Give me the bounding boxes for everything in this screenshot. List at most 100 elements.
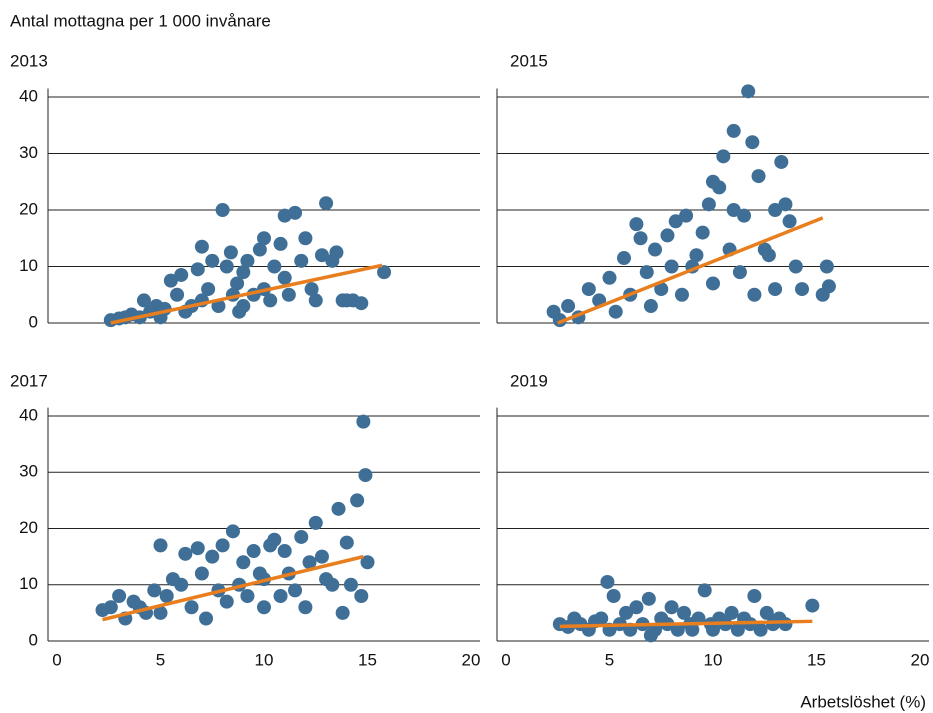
y-tick-label: 40 xyxy=(19,405,38,424)
scatter-point xyxy=(629,600,644,615)
scatter-point xyxy=(252,242,267,257)
scatter-point xyxy=(761,248,776,263)
scatter-point xyxy=(240,253,255,268)
scatter-point xyxy=(288,205,303,220)
scatter-point xyxy=(689,248,704,263)
scatter-point xyxy=(343,577,358,592)
y-tick-label: 20 xyxy=(19,518,38,537)
scatter-point xyxy=(606,589,621,603)
scatter-point xyxy=(753,622,768,637)
panel-title: 2015 xyxy=(510,51,548,70)
scatter-point xyxy=(751,169,766,184)
trend-line xyxy=(559,619,813,629)
scatter-point xyxy=(360,555,375,570)
scatter-point xyxy=(190,541,205,556)
scatter-point xyxy=(215,538,230,553)
scatter-point xyxy=(664,259,679,274)
y-tick-label: 40 xyxy=(19,86,38,105)
x-axis-label: Arbetslöshet (%) xyxy=(800,692,926,711)
scatter-point xyxy=(281,287,296,302)
scatter-point xyxy=(223,245,238,260)
scatter-point xyxy=(314,549,329,564)
scatter-point xyxy=(670,622,685,637)
scatter-point xyxy=(608,304,623,319)
scatter-point xyxy=(236,555,251,570)
scatter-point xyxy=(788,259,803,274)
scatter-point xyxy=(339,535,354,550)
scatter-point xyxy=(677,605,692,620)
scatter-point xyxy=(277,544,292,558)
scatter-point xyxy=(377,265,392,280)
scatter-point xyxy=(302,555,317,570)
scatter-point xyxy=(184,600,199,615)
scatter-point xyxy=(795,282,810,297)
scatter-point xyxy=(257,231,271,246)
scatter-point xyxy=(581,282,596,297)
scatter-point xyxy=(147,583,162,598)
trend-line xyxy=(102,554,364,622)
scatter-point xyxy=(668,214,683,229)
scatter-point xyxy=(732,265,747,280)
scatter-point xyxy=(350,493,365,508)
scatter-point xyxy=(103,600,118,615)
y-tick-label: 0 xyxy=(29,630,38,649)
scatter-point xyxy=(153,605,168,620)
scatter-point xyxy=(768,282,783,297)
scatter-point xyxy=(679,208,694,223)
x-tick-label: 5 xyxy=(605,650,614,669)
scatter-point xyxy=(240,589,255,603)
scatter-point xyxy=(724,605,739,620)
scatter-point xyxy=(701,197,716,212)
scatter-point xyxy=(629,217,644,232)
scatter-point xyxy=(112,589,127,603)
scatter-point xyxy=(354,589,369,603)
scatter-point xyxy=(194,566,209,581)
scatter-point xyxy=(136,293,151,308)
panel-title: 2017 xyxy=(10,371,48,390)
scatter-point xyxy=(354,296,369,311)
scatter-point xyxy=(726,123,741,138)
scatter-point xyxy=(741,84,756,99)
trend-line xyxy=(110,263,383,325)
scatter-point xyxy=(805,598,820,613)
scatter-point xyxy=(174,267,189,282)
scatter-point xyxy=(654,282,669,297)
scatter-point xyxy=(215,203,230,217)
scatter-point xyxy=(726,203,741,217)
scatter-point xyxy=(263,293,278,308)
scatter-point xyxy=(329,245,344,260)
scatter-point xyxy=(774,154,789,169)
x-tick-label: 20 xyxy=(462,650,481,669)
chart-title: Antal mottagna per 1 000 invånare xyxy=(10,11,271,30)
scatter-point xyxy=(277,270,292,285)
scatter-point xyxy=(331,501,346,516)
scatter-point xyxy=(633,231,648,246)
y-tick-label: 20 xyxy=(19,199,38,218)
scatter-point xyxy=(219,594,234,609)
scatter-point xyxy=(319,196,334,211)
scatter-point xyxy=(745,135,760,150)
scatter-point xyxy=(225,524,240,539)
scatter-point xyxy=(159,589,174,603)
scatter-point xyxy=(706,276,720,291)
scatter-point xyxy=(782,214,797,229)
scatter-point xyxy=(674,287,689,302)
scatter-point xyxy=(664,600,679,615)
scatter-point xyxy=(219,259,234,274)
x-tick-label: 20 xyxy=(911,650,930,669)
y-tick-label: 30 xyxy=(19,143,38,162)
scatter-point xyxy=(712,180,727,195)
x-tick-label: 0 xyxy=(501,650,510,669)
scatter-point xyxy=(190,262,205,277)
scatter-point xyxy=(643,299,658,314)
scatter-point xyxy=(273,589,288,603)
scatter-point xyxy=(230,276,245,291)
scatter-point xyxy=(685,622,700,637)
scatter-point xyxy=(660,228,675,243)
x-tick-label: 10 xyxy=(255,650,274,669)
scatter-point xyxy=(335,605,350,620)
scatter-point xyxy=(747,589,762,603)
scatter-point xyxy=(170,287,185,302)
scatter-point xyxy=(778,197,793,212)
